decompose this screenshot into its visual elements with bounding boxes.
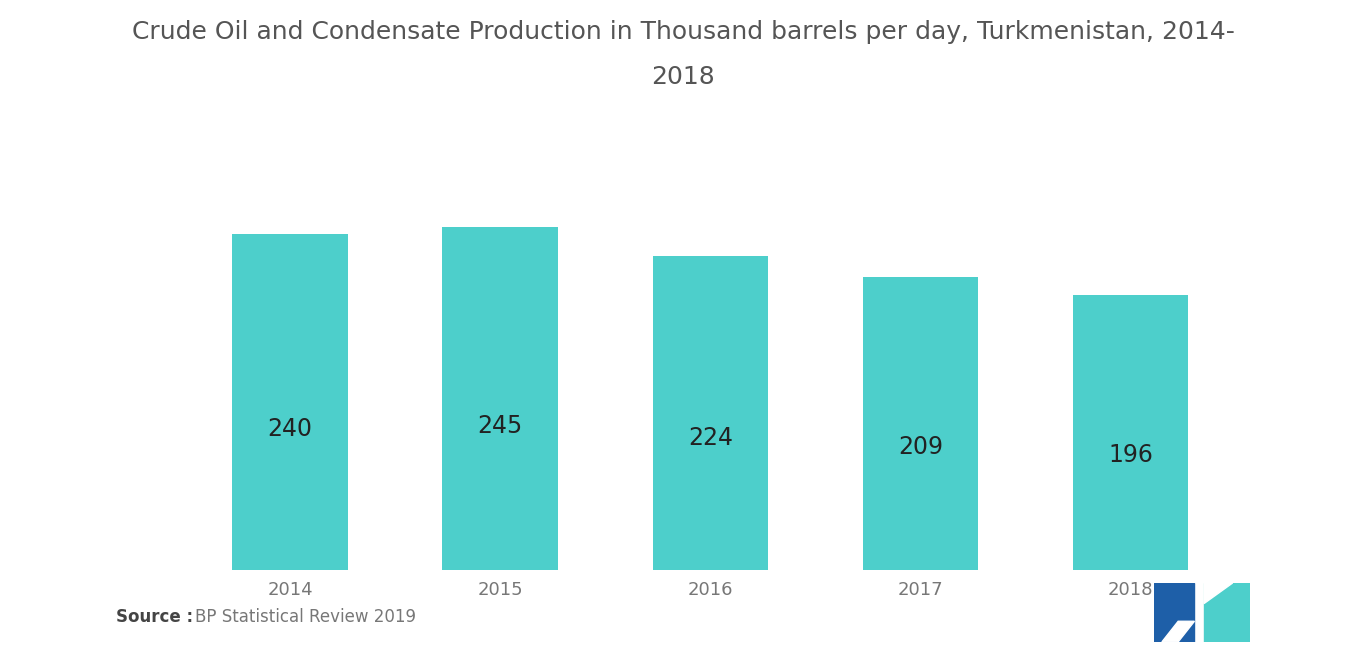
Polygon shape [1203, 583, 1232, 604]
Polygon shape [1154, 583, 1194, 642]
Polygon shape [1162, 621, 1194, 642]
Bar [653, 256, 768, 570]
Text: 2018: 2018 [652, 66, 714, 90]
Text: 224: 224 [688, 426, 732, 450]
Text: 196: 196 [1108, 443, 1153, 466]
Polygon shape [1203, 583, 1250, 642]
Text: 245: 245 [478, 414, 523, 438]
Bar [863, 277, 978, 570]
Text: Crude Oil and Condensate Production in Thousand barrels per day, Turkmenistan, 2: Crude Oil and Condensate Production in T… [131, 20, 1235, 44]
Text: BP Statistical Review 2019: BP Statistical Review 2019 [195, 608, 417, 626]
Bar [443, 227, 557, 570]
Text: Source :: Source : [116, 608, 193, 626]
Bar [232, 234, 348, 570]
Bar [1072, 295, 1188, 570]
Text: 209: 209 [897, 435, 943, 459]
Text: 240: 240 [268, 417, 313, 441]
